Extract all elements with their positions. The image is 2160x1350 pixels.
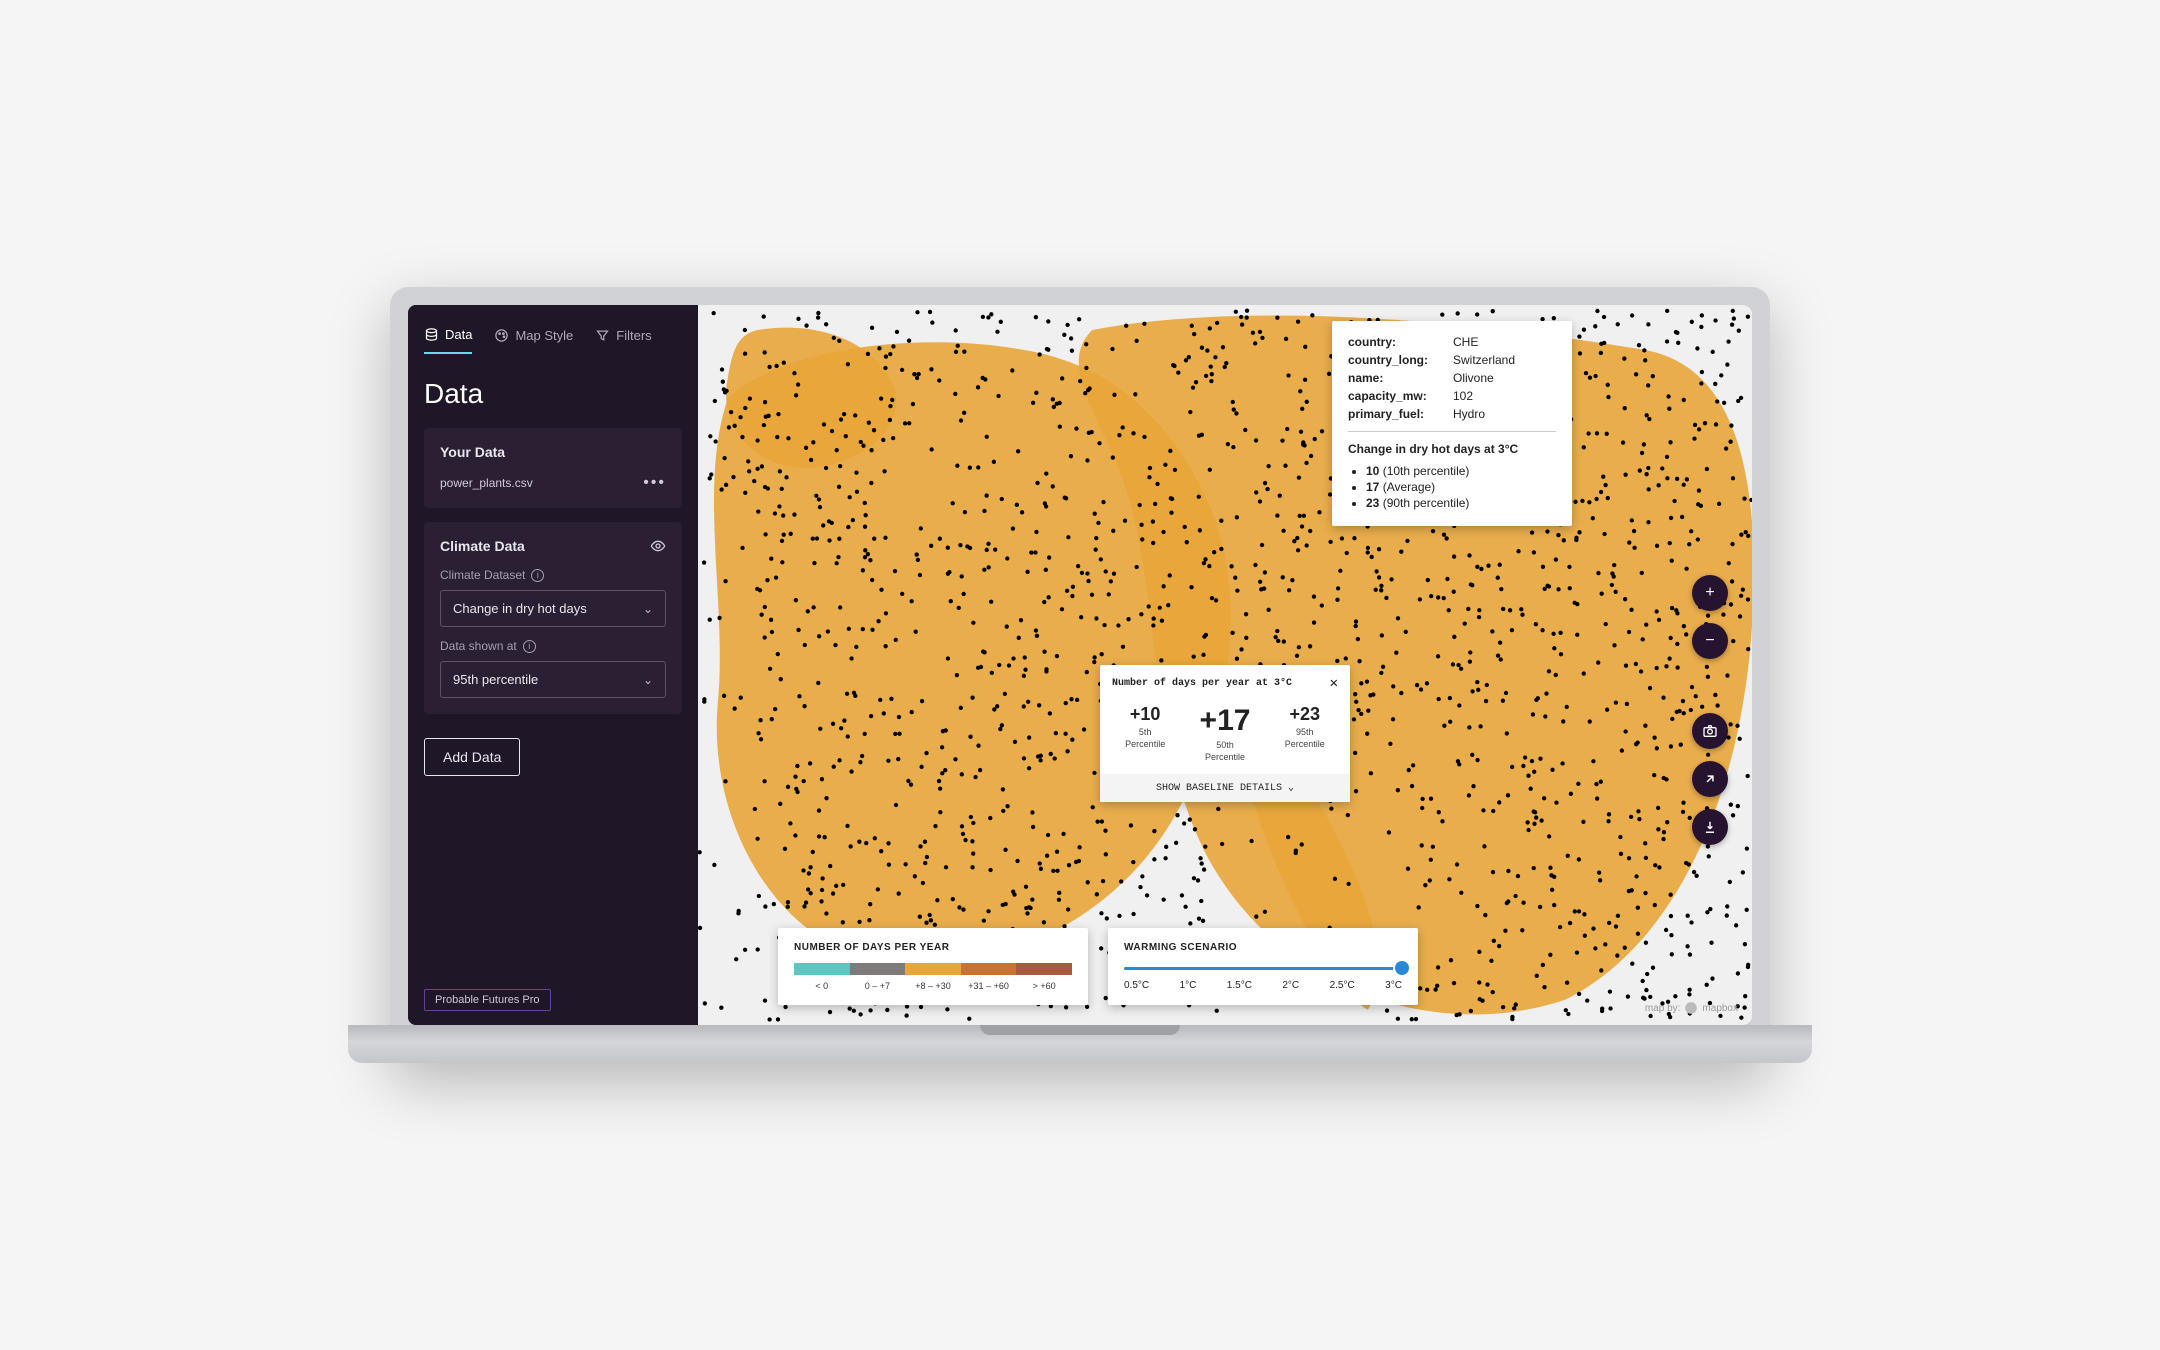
tooltip-row: capacity_mw:102 — [1348, 389, 1556, 403]
arrow-up-right-icon — [1703, 772, 1717, 786]
panel-title: Your Data — [440, 444, 666, 460]
shown-at-label: Data shown at i — [440, 639, 666, 653]
laptop-frame: Data Map Style Filters Data Your Data — [390, 287, 1770, 1063]
popup-stat: +2395thPercentile — [1285, 704, 1325, 762]
download-icon — [1703, 820, 1717, 834]
tab-map-style[interactable]: Map Style — [494, 327, 573, 354]
legend-label: > +60 — [1016, 981, 1072, 991]
climate-data-panel: Climate Data Climate Dataset i Change in… — [424, 522, 682, 714]
camera-button[interactable] — [1692, 713, 1728, 749]
scenario-card: WARMING SCENARIO 0.5°C 1°C 1.5°C 2°C 2.5°C 3°… — [1108, 928, 1418, 1005]
scenario-stop: 1.5°C — [1227, 980, 1252, 991]
data-popup: Number of days per year at 3°C ✕ +105thP… — [1100, 665, 1350, 802]
legend-labels: < 00 – +7+8 – +30+31 – +60> +60 — [794, 981, 1072, 991]
laptop-base — [348, 1025, 1812, 1063]
legend-swatch — [794, 963, 850, 975]
chevron-down-icon: ⌄ — [643, 673, 653, 687]
eye-icon[interactable] — [650, 538, 666, 554]
camera-icon — [1702, 723, 1718, 739]
tab-label: Map Style — [515, 328, 573, 343]
close-icon[interactable]: ✕ — [1330, 675, 1338, 692]
palette-icon — [494, 328, 509, 343]
tooltip-row: country_long:Switzerland — [1348, 353, 1556, 367]
brand-badge: Probable Futures Pro — [424, 989, 551, 1011]
layers-icon — [424, 327, 439, 342]
legend-card: NUMBER OF DAYS PER YEAR < 00 – +7+8 – +3… — [778, 928, 1088, 1005]
more-icon[interactable]: ••• — [643, 474, 666, 492]
tooltip-row: country:CHE — [1348, 335, 1556, 349]
scenario-title: WARMING SCENARIO — [1124, 942, 1402, 953]
file-row: power_plants.csv ••• — [440, 474, 666, 492]
tooltip-row: name:Olivone — [1348, 371, 1556, 385]
zoom-in-button[interactable]: + — [1692, 575, 1728, 611]
scenario-stop: 3°C — [1385, 980, 1402, 991]
legend-label: 0 – +7 — [850, 981, 906, 991]
scenario-stop: 1°C — [1180, 980, 1197, 991]
tab-label: Filters — [616, 328, 651, 343]
legend-title: NUMBER OF DAYS PER YEAR — [794, 942, 1072, 953]
scenario-stop: 2.5°C — [1330, 980, 1355, 991]
warming-slider[interactable] — [1124, 967, 1402, 970]
map-controls: + − — [1692, 575, 1728, 845]
laptop-notch — [980, 1025, 1180, 1035]
legend-label: +31 – +60 — [961, 981, 1017, 991]
file-name: power_plants.csv — [440, 476, 533, 490]
screen: Data Map Style Filters Data Your Data — [408, 305, 1752, 1025]
info-icon[interactable]: i — [523, 640, 536, 653]
chevron-down-icon: ⌄ — [1288, 783, 1294, 794]
popup-title: Number of days per year at 3°C — [1112, 678, 1292, 689]
chevron-down-icon: ⌄ — [643, 602, 653, 616]
popup-stats: +105thPercentile +1750thPercentile +2395th… — [1100, 698, 1350, 774]
tab-data[interactable]: Data — [424, 327, 472, 354]
funnel-icon — [595, 328, 610, 343]
scenario-labels: 0.5°C 1°C 1.5°C 2°C 2.5°C 3°C — [1124, 980, 1402, 991]
popup-stat: +1750thPercentile — [1200, 704, 1251, 762]
tooltip-bullet: 23 (90th percentile) — [1366, 496, 1556, 510]
download-button[interactable] — [1692, 809, 1728, 845]
legend-swatch — [961, 963, 1017, 975]
panel-title: Climate Data — [440, 538, 525, 554]
feature-tooltip: country:CHE country_long:Switzerland name:… — [1332, 321, 1572, 526]
legend-swatch — [850, 963, 906, 975]
scenario-stop: 0.5°C — [1124, 980, 1149, 991]
map-area[interactable]: country:CHE country_long:Switzerland name:… — [698, 305, 1752, 1025]
tab-label: Data — [445, 327, 472, 342]
sidebar: Data Map Style Filters Data Your Data — [408, 305, 698, 1025]
app: Data Map Style Filters Data Your Data — [408, 305, 1752, 1025]
add-data-button[interactable]: Add Data — [424, 738, 520, 776]
your-data-panel: Your Data power_plants.csv ••• — [424, 428, 682, 508]
dataset-label: Climate Dataset i — [440, 568, 666, 582]
legend-swatch — [905, 963, 961, 975]
shown-at-select[interactable]: 95th percentile ⌄ — [440, 661, 666, 698]
tooltip-bullet: 10 (10th percentile) — [1366, 464, 1556, 478]
legend-label: +8 – +30 — [905, 981, 961, 991]
info-icon[interactable]: i — [531, 569, 544, 582]
legend-bar — [794, 963, 1072, 975]
map-attribution: map by: mapbox — [1645, 1001, 1738, 1015]
mapbox-icon — [1684, 1001, 1698, 1015]
zoom-out-button[interactable]: − — [1692, 623, 1728, 659]
legend-swatch — [1016, 963, 1072, 975]
share-button[interactable] — [1692, 761, 1728, 797]
tab-filters[interactable]: Filters — [595, 327, 651, 354]
slider-thumb[interactable] — [1395, 961, 1409, 975]
scenario-stop: 2°C — [1282, 980, 1299, 991]
sidebar-heading: Data — [424, 378, 682, 410]
tooltip-row: primary_fuel:Hydro — [1348, 407, 1556, 421]
show-baseline-button[interactable]: SHOW BASELINE DETAILS ⌄ — [1100, 774, 1350, 802]
popup-stat: +105thPercentile — [1125, 704, 1165, 762]
tab-bar: Data Map Style Filters — [424, 305, 682, 364]
tooltip-bullet: 17 (Average) — [1366, 480, 1556, 494]
tooltip-change-title: Change in dry hot days at 3°C — [1348, 442, 1556, 456]
legend-label: < 0 — [794, 981, 850, 991]
dataset-select[interactable]: Change in dry hot days ⌄ — [440, 590, 666, 627]
